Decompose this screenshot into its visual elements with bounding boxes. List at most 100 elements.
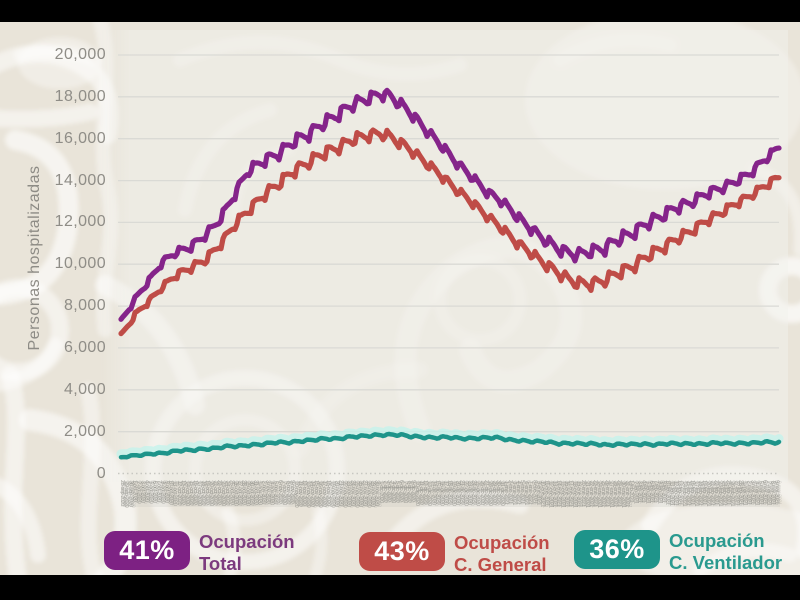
svg-text:31-ene-2021: 31-ene-2021 <box>624 481 630 508</box>
svg-text:22-ene-2021: 22-ene-2021 <box>588 481 594 508</box>
svg-text:15-ene-2021: 15-ene-2021 <box>562 480 568 507</box>
svg-text:31-oct-2020: 31-oct-2020 <box>255 481 261 506</box>
svg-text:20-oct-2020: 20-oct-2020 <box>210 480 216 505</box>
svg-text:17-oct-2020: 17-oct-2020 <box>198 480 204 505</box>
svg-text:12-feb-2021: 12-feb-2021 <box>673 481 679 506</box>
svg-text:28-sep-2020: 28-sep-2020 <box>119 480 125 506</box>
svg-text:23-dic-2020: 23-dic-2020 <box>469 481 475 505</box>
svg-text:13-nov-2020: 13-nov-2020 <box>307 480 313 506</box>
svg-text:5-mar-2021: 5-mar-2021 <box>760 481 766 505</box>
svg-text:11-dic-2020: 11-dic-2020 <box>420 481 426 505</box>
svg-text:30-nov-2020: 30-nov-2020 <box>376 481 382 507</box>
svg-text:3-mar-2021: 3-mar-2021 <box>752 481 758 505</box>
svg-text:13-dic-2020: 13-dic-2020 <box>426 481 432 505</box>
svg-text:14-oct-2020: 14-oct-2020 <box>184 481 190 506</box>
svg-text:7-oct-2020: 7-oct-2020 <box>158 481 164 503</box>
svg-text:5-ene-2021: 5-ene-2021 <box>521 481 527 505</box>
svg-text:7-nov-2020: 7-nov-2020 <box>283 480 289 504</box>
svg-text:2-ene-2021: 2-ene-2021 <box>507 480 513 504</box>
svg-text:8-ene-2021: 8-ene-2021 <box>531 480 537 504</box>
svg-text:29-oct-2020: 29-oct-2020 <box>244 481 250 506</box>
svg-text:15-nov-2020: 15-nov-2020 <box>313 480 319 506</box>
svg-text:22-dic-2020: 22-dic-2020 <box>465 480 471 504</box>
svg-text:17-oct-2020: 17-oct-2020 <box>196 481 202 506</box>
svg-text:14-feb-2021: 14-feb-2021 <box>681 481 687 506</box>
svg-text:3-dic-2020: 3-dic-2020 <box>388 481 394 503</box>
svg-text:18-ene-2021: 18-ene-2021 <box>574 480 580 507</box>
svg-text:12-ene-2021: 12-ene-2021 <box>550 480 556 507</box>
svg-text:20-dic-2020: 20-dic-2020 <box>455 481 461 505</box>
svg-text:13-feb-2021: 13-feb-2021 <box>679 481 685 506</box>
svg-text:14-dic-2020: 14-dic-2020 <box>430 481 436 505</box>
svg-text:30-dic-2020: 30-dic-2020 <box>497 481 503 505</box>
svg-text:12-nov-2020: 12-nov-2020 <box>303 481 309 507</box>
svg-text:1-dic-2020: 1-dic-2020 <box>378 481 384 503</box>
svg-text:18-nov-2020: 18-nov-2020 <box>327 481 333 507</box>
svg-text:28-dic-2020: 28-dic-2020 <box>487 481 493 505</box>
svg-text:24-oct-2020: 24-oct-2020 <box>224 481 230 506</box>
svg-text:9-nov-2020: 9-nov-2020 <box>291 481 297 505</box>
svg-text:9-feb-2021: 9-feb-2021 <box>663 481 669 503</box>
svg-text:2-nov-2020: 2-nov-2020 <box>261 481 267 505</box>
svg-text:15-dic-2020: 15-dic-2020 <box>434 480 440 504</box>
svg-text:30-sep-2020: 30-sep-2020 <box>127 481 133 507</box>
svg-text:2-feb-2021: 2-feb-2021 <box>634 480 640 502</box>
svg-text:13-feb-2021: 13-feb-2021 <box>677 480 683 505</box>
svg-text:2-nov-2020: 2-nov-2020 <box>263 481 269 505</box>
svg-text:29-dic-2020: 29-dic-2020 <box>491 481 497 505</box>
svg-text:28-feb-2021: 28-feb-2021 <box>739 481 745 506</box>
svg-text:10-nov-2020: 10-nov-2020 <box>295 480 301 506</box>
svg-text:21-ene-2021: 21-ene-2021 <box>584 481 590 508</box>
svg-text:9-mar-2021: 9-mar-2021 <box>776 481 782 505</box>
svg-text:4-ene-2021: 4-ene-2021 <box>517 481 523 505</box>
svg-text:2-ene-2021: 2-ene-2021 <box>509 481 515 505</box>
svg-text:27-nov-2020: 27-nov-2020 <box>364 481 370 507</box>
svg-text:6-nov-2020: 6-nov-2020 <box>277 480 283 504</box>
svg-text:31-dic-2020: 31-dic-2020 <box>499 481 505 505</box>
svg-text:29-oct-2020: 29-oct-2020 <box>247 480 253 505</box>
svg-text:13-nov-2020: 13-nov-2020 <box>305 481 311 507</box>
svg-text:18-ene-2021: 18-ene-2021 <box>572 481 578 508</box>
svg-text:19-dic-2020: 19-dic-2020 <box>451 481 457 505</box>
svg-text:12-feb-2021: 12-feb-2021 <box>675 481 681 506</box>
svg-text:25-dic-2020: 25-dic-2020 <box>477 480 483 504</box>
svg-text:9-dic-2020: 9-dic-2020 <box>410 480 416 502</box>
svg-text:13-ene-2021: 13-ene-2021 <box>554 481 560 508</box>
svg-text:1-feb-2021: 1-feb-2021 <box>628 480 634 502</box>
svg-text:2-oct-2020: 2-oct-2020 <box>137 480 143 502</box>
svg-text:24-nov-2020: 24-nov-2020 <box>350 480 356 506</box>
svg-text:31-dic-2020: 31-dic-2020 <box>501 480 507 504</box>
svg-text:26-ene-2021: 26-ene-2021 <box>606 481 612 508</box>
svg-text:7-mar-2021: 7-mar-2021 <box>766 481 772 505</box>
svg-text:13-ene-2021: 13-ene-2021 <box>552 481 558 508</box>
svg-text:16-dic-2020: 16-dic-2020 <box>438 481 444 505</box>
svg-text:25-nov-2020: 25-nov-2020 <box>356 480 362 506</box>
svg-text:15-feb-2021: 15-feb-2021 <box>685 481 691 506</box>
svg-text:17-dic-2020: 17-dic-2020 <box>442 481 448 505</box>
svg-text:19-feb-2021: 19-feb-2021 <box>701 480 707 505</box>
svg-text:6-feb-2021: 6-feb-2021 <box>648 481 654 503</box>
svg-text:8-oct-2020: 8-oct-2020 <box>162 480 168 502</box>
svg-text:24-feb-2021: 24-feb-2021 <box>721 481 727 506</box>
svg-text:6-mar-2021: 6-mar-2021 <box>762 480 768 504</box>
svg-text:12-dic-2020: 12-dic-2020 <box>422 480 428 504</box>
svg-text:21-dic-2020: 21-dic-2020 <box>461 481 467 505</box>
svg-text:4-mar-2021: 4-mar-2021 <box>754 481 760 505</box>
svg-text:27-ene-2021: 27-ene-2021 <box>610 480 616 507</box>
svg-text:25-dic-2020: 25-dic-2020 <box>475 481 481 505</box>
svg-text:30-nov-2020: 30-nov-2020 <box>374 480 380 506</box>
svg-text:20-dic-2020: 20-dic-2020 <box>457 481 463 505</box>
svg-text:6-nov-2020: 6-nov-2020 <box>279 481 285 505</box>
svg-text:4-dic-2020: 4-dic-2020 <box>392 480 398 502</box>
svg-text:30-sep-2020: 30-sep-2020 <box>129 481 135 507</box>
svg-text:29-dic-2020: 29-dic-2020 <box>493 481 499 505</box>
svg-text:24-dic-2020: 24-dic-2020 <box>471 480 477 504</box>
svg-text:15-oct-2020: 15-oct-2020 <box>190 481 196 506</box>
svg-text:26-feb-2021: 26-feb-2021 <box>731 480 737 505</box>
svg-text:11-oct-2020: 11-oct-2020 <box>174 480 180 504</box>
svg-text:19-nov-2020: 19-nov-2020 <box>329 481 335 507</box>
svg-text:26-dic-2020: 26-dic-2020 <box>479 481 485 505</box>
svg-text:16-nov-2020: 16-nov-2020 <box>317 481 323 507</box>
svg-text:22-feb-2021: 22-feb-2021 <box>715 481 721 506</box>
svg-text:28-oct-2020: 28-oct-2020 <box>240 480 246 505</box>
